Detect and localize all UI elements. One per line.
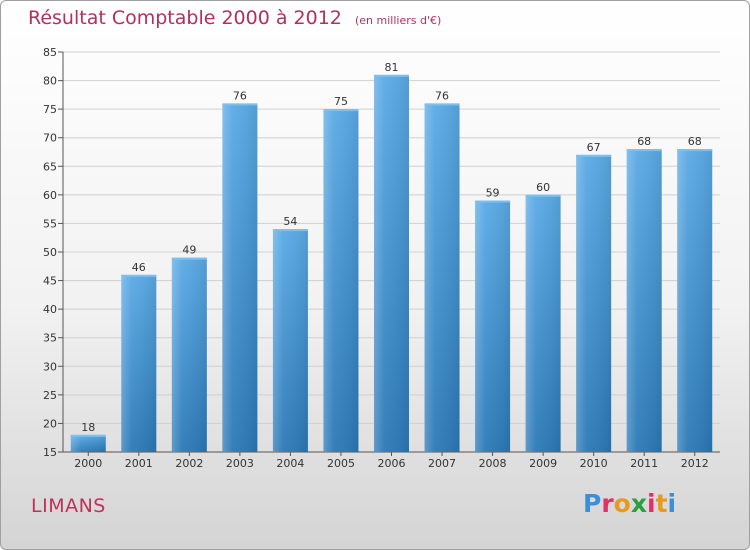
data-label: 54 xyxy=(283,215,297,228)
bar-shine xyxy=(222,103,258,452)
bar-shine xyxy=(121,274,157,452)
y-tick-label: 40 xyxy=(43,303,57,316)
bar-shine xyxy=(171,257,207,452)
bar-cap xyxy=(121,274,157,277)
bar-cap xyxy=(576,154,612,157)
y-tick-label: 80 xyxy=(43,75,57,88)
bar-cap xyxy=(323,109,359,112)
y-tick-label: 30 xyxy=(43,360,57,373)
data-label: 49 xyxy=(182,244,196,257)
x-tick-label: 2008 xyxy=(479,457,507,470)
data-label: 68 xyxy=(637,135,651,148)
y-tick-label: 25 xyxy=(43,389,57,402)
y-tick-label: 35 xyxy=(43,332,57,345)
y-tick-label: 50 xyxy=(43,246,57,259)
logo-letter: x xyxy=(630,489,647,518)
bar-shine xyxy=(323,109,359,453)
y-tick-label: 45 xyxy=(43,275,57,288)
y-tick-label: 70 xyxy=(43,132,57,145)
bar-shine xyxy=(424,103,460,452)
bar-shine xyxy=(374,74,409,452)
x-tick-label: 2001 xyxy=(125,457,153,470)
data-label: 59 xyxy=(486,187,500,200)
labels: 15 20 25 30 35 40 45 50 55 60 65 70 75 80 85 2000 18 2001… xyxy=(43,46,709,470)
data-label: 76 xyxy=(435,89,449,102)
logo-letter: t xyxy=(655,489,668,518)
x-tick-label: 2005 xyxy=(327,457,355,470)
y-tick-label: 60 xyxy=(43,189,57,202)
bar-cap xyxy=(171,257,207,260)
x-tick-label: 2000 xyxy=(74,457,102,470)
bar-shine xyxy=(525,194,561,452)
data-label: 75 xyxy=(334,95,348,108)
data-label: 18 xyxy=(81,421,95,434)
bar-shine xyxy=(475,200,511,452)
data-label: 81 xyxy=(385,61,399,74)
x-tick-label: 2004 xyxy=(276,457,304,470)
x-tick-label: 2003 xyxy=(226,457,254,470)
bar-cap xyxy=(222,103,258,106)
y-tick-label: 65 xyxy=(43,160,57,173)
x-tick-label: 2012 xyxy=(681,457,709,470)
y-tick-label: 75 xyxy=(43,103,57,116)
bar-cap xyxy=(424,103,460,106)
bar-shine xyxy=(677,149,713,452)
logo-letter: i xyxy=(647,489,656,518)
logo-letter: P xyxy=(583,489,602,518)
bar-shine xyxy=(626,149,662,452)
data-label: 76 xyxy=(233,89,247,102)
x-tick-label: 2011 xyxy=(630,457,658,470)
bars xyxy=(70,74,713,453)
chart-title: Résultat Comptable 2000 à 2012 xyxy=(28,7,342,29)
bar-shine xyxy=(70,434,106,452)
bar-shine xyxy=(272,229,308,452)
data-label: 67 xyxy=(587,141,601,154)
y-tick-label: 15 xyxy=(43,446,57,459)
bar-cap xyxy=(626,149,662,152)
x-tick-label: 2007 xyxy=(428,457,456,470)
bar-cap xyxy=(70,434,106,437)
y-tick-label: 55 xyxy=(43,217,57,230)
bar-cap xyxy=(272,229,308,232)
data-label: 46 xyxy=(132,261,146,274)
proxiti-logo[interactable]: Proxiti xyxy=(583,489,676,518)
logo-letter: r xyxy=(601,489,614,518)
bar-cap xyxy=(677,149,713,152)
y-tick-label: 20 xyxy=(43,417,57,430)
x-tick-label: 2009 xyxy=(529,457,557,470)
bar-cap xyxy=(374,74,409,77)
y-tick-label: 85 xyxy=(43,46,57,59)
bar-cap xyxy=(525,194,561,197)
chart-subtitle: (en milliers d'€) xyxy=(354,14,442,27)
logo-letter: i xyxy=(667,489,677,518)
bar-cap xyxy=(475,200,511,203)
x-tick-label: 2002 xyxy=(175,457,203,470)
bar-shine xyxy=(576,154,612,452)
data-label: 60 xyxy=(536,181,550,194)
title-row: Résultat Comptable 2000 à 2012 (en milli… xyxy=(28,7,441,29)
commune-name: LIMANS xyxy=(31,495,106,517)
x-tick-label: 2010 xyxy=(580,457,608,470)
data-label: 68 xyxy=(688,135,702,148)
logo-letter: o xyxy=(613,489,631,518)
x-tick-label: 2006 xyxy=(378,457,406,470)
